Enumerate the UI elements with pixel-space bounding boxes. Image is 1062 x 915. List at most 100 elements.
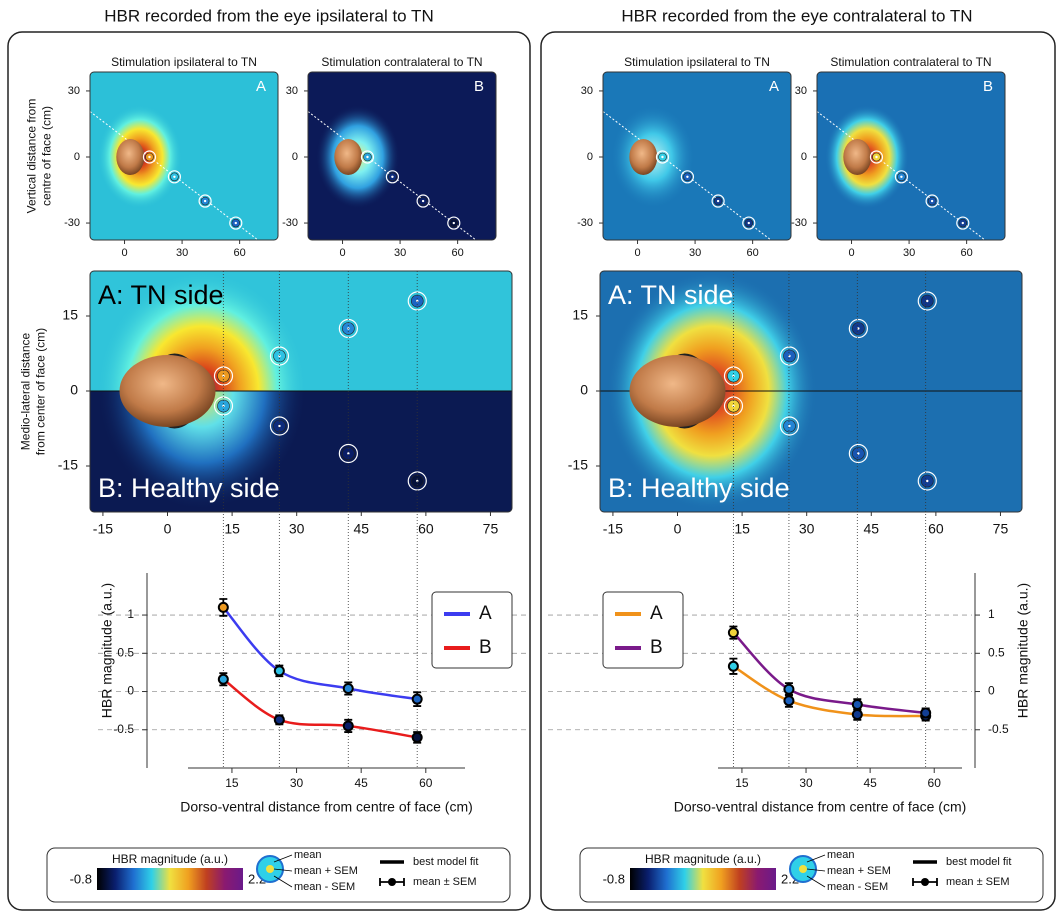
fit-curve <box>223 679 417 737</box>
y-axis-label: from center of face (cm) <box>34 328 48 455</box>
data-point <box>413 733 422 742</box>
site-center <box>148 156 150 158</box>
data-point <box>853 710 862 719</box>
y-axis-label: Medio-lateral distance <box>19 332 33 450</box>
y-tick-label: -0.5 <box>988 722 1009 736</box>
y-tick-label: -15 <box>568 457 588 473</box>
data-point <box>344 721 353 730</box>
legend-label: B <box>650 637 663 658</box>
y-tick-label: 0.5 <box>988 645 1005 659</box>
site-center <box>900 176 902 178</box>
y-tick-label: 0 <box>74 151 80 163</box>
y-tick-label: 15 <box>572 307 588 323</box>
site-center <box>717 200 719 202</box>
panel-title: HBR recorded from the eye ipsilateral to… <box>104 6 433 25</box>
site-center <box>748 222 750 224</box>
map-title: Stimulation ipsilateral to TN <box>111 55 257 69</box>
head <box>120 355 216 427</box>
y-tick-label: 30 <box>581 85 593 97</box>
side-label: A: TN side <box>608 280 734 310</box>
x-tick-label: 45 <box>863 776 877 790</box>
legend-text: best model fit <box>413 856 478 868</box>
site-center <box>686 176 688 178</box>
x-tick-label: 60 <box>961 247 973 259</box>
y-tick-label: -30 <box>282 217 298 229</box>
panel-title: HBR recorded from the eye contralateral … <box>621 6 972 25</box>
head <box>629 139 657 175</box>
heatmap <box>817 72 1005 255</box>
y-axis-label: HBR magnitude (a.u.) <box>99 583 115 718</box>
legend-label: A <box>650 603 663 624</box>
legend-point <box>388 878 396 886</box>
x-tick-label: 30 <box>799 776 813 790</box>
x-tick-label: 0 <box>121 247 127 259</box>
legend-text: mean ± SEM <box>413 876 477 888</box>
x-tick-label: -15 <box>603 521 623 537</box>
map-title: Stimulation contralateral to TN <box>830 55 991 69</box>
x-tick-label: 45 <box>353 521 369 537</box>
x-tick-label: 45 <box>354 776 368 790</box>
x-tick-label: 0 <box>848 247 854 259</box>
colorbar-min: -0.8 <box>70 871 92 886</box>
map-title: Stimulation ipsilateral to TN <box>624 55 770 69</box>
site-center <box>931 200 933 202</box>
x-tick-label: 45 <box>863 521 879 537</box>
side-label: A: TN side <box>98 280 224 310</box>
x-tick-label: 15 <box>735 776 749 790</box>
data-point <box>853 700 862 709</box>
y-axis-label: Vertical distance from <box>25 99 39 214</box>
x-tick-label: 0 <box>674 521 682 537</box>
legend-circle-inner <box>266 865 274 873</box>
y-tick-label: 30 <box>286 85 298 97</box>
x-axis-label: Dorso-ventral distance from centre of fa… <box>674 799 967 815</box>
site-center <box>788 425 790 427</box>
map-letter: B <box>474 78 484 95</box>
colorbar-title: HBR magnitude (a.u.) <box>112 852 228 866</box>
legend-text: mean ± SEM <box>946 876 1010 888</box>
x-tick-label: 60 <box>928 776 942 790</box>
y-tick-label: 15 <box>62 307 78 323</box>
map-letter: A <box>769 78 779 95</box>
legend-text: mean + SEM <box>294 865 358 877</box>
legend-label: A <box>479 603 492 624</box>
x-tick-label: 75 <box>483 521 499 537</box>
x-tick-label: 15 <box>225 776 239 790</box>
x-tick-label: 60 <box>928 521 944 537</box>
colorbar <box>97 868 243 890</box>
legend-point <box>921 878 929 886</box>
x-tick-label: 30 <box>176 247 188 259</box>
site-center <box>173 176 175 178</box>
y-tick-label: 0 <box>127 684 134 698</box>
data-point <box>219 603 228 612</box>
data-point <box>729 628 738 637</box>
x-tick-label: 30 <box>903 247 915 259</box>
site-center <box>926 300 928 302</box>
x-tick-label: 30 <box>290 776 304 790</box>
map-letter: A <box>256 78 266 95</box>
x-tick-label: -15 <box>93 521 113 537</box>
head <box>334 139 362 175</box>
site-center <box>453 222 455 224</box>
heatmap <box>603 72 791 255</box>
heatmap <box>90 72 278 255</box>
site-center <box>391 176 393 178</box>
legend-text: mean - SEM <box>294 881 355 893</box>
y-tick-label: 1 <box>988 607 995 621</box>
legend-text: mean + SEM <box>827 865 891 877</box>
head <box>116 139 144 175</box>
x-tick-label: 0 <box>164 521 172 537</box>
fit-curve <box>733 633 925 713</box>
x-tick-label: 30 <box>394 247 406 259</box>
y-axis-label: centre of face (cm) <box>40 106 54 206</box>
x-tick-label: 60 <box>234 247 246 259</box>
x-tick-label: 75 <box>993 521 1009 537</box>
map-title: Stimulation contralateral to TN <box>321 55 482 69</box>
y-tick-label: 0 <box>292 151 298 163</box>
legend-text: best model fit <box>946 856 1011 868</box>
y-tick-label: 0.5 <box>117 645 134 659</box>
side-label: B: Healthy side <box>98 473 280 503</box>
site-center <box>204 200 206 202</box>
y-tick-label: -30 <box>791 217 807 229</box>
x-tick-label: 60 <box>418 521 434 537</box>
x-axis-label: Dorso-ventral distance from centre of fa… <box>180 799 473 815</box>
